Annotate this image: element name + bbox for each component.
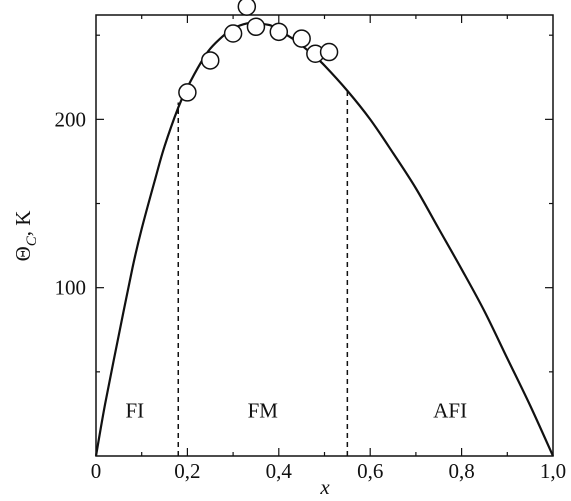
- y-axis-label-group: ΘC, K: [11, 211, 40, 262]
- x-axis-label: x: [319, 475, 330, 499]
- data-points: [178, 0, 339, 102]
- region-labels: FI FM AFI: [126, 399, 468, 423]
- data-point: [246, 17, 266, 37]
- fit-curve: [94, 21, 555, 457]
- data-point: [178, 83, 197, 102]
- y-tick-labels: 100 200: [55, 107, 87, 299]
- data-point: [319, 42, 339, 62]
- y-axis-label-symbol: Θ: [11, 246, 35, 261]
- fit-curve-group: [94, 21, 555, 457]
- x-tick-labels: 0 0,2 0,4 0,6 0,8 1,0: [91, 459, 566, 483]
- x-tick-label: 0: [91, 459, 102, 483]
- data-point: [269, 22, 289, 42]
- x-tick-label: 0,8: [448, 459, 474, 483]
- region-label-afi: AFI: [433, 399, 467, 423]
- x-tick-label: 0,6: [357, 459, 383, 483]
- data-point: [237, 0, 257, 16]
- y-axis-label-subscript: C: [24, 235, 40, 246]
- x-tick-label: 0,4: [266, 459, 293, 483]
- tick-marks: [96, 15, 553, 456]
- data-point: [201, 51, 220, 70]
- phase-boundaries: [177, 89, 349, 456]
- plot-frame: [95, 14, 554, 457]
- data-point: [292, 29, 311, 48]
- y-axis-label-unit: , K: [11, 211, 35, 237]
- region-label-fm: FM: [248, 399, 279, 423]
- x-tick-label: 0,2: [174, 459, 200, 483]
- y-tick-label: 200: [55, 107, 87, 131]
- region-label-fi: FI: [126, 399, 145, 423]
- data-point: [223, 24, 243, 43]
- x-tick-label: 1,0: [540, 459, 566, 483]
- y-tick-label: 100: [55, 276, 87, 300]
- y-axis-label: ΘC, K: [11, 211, 40, 262]
